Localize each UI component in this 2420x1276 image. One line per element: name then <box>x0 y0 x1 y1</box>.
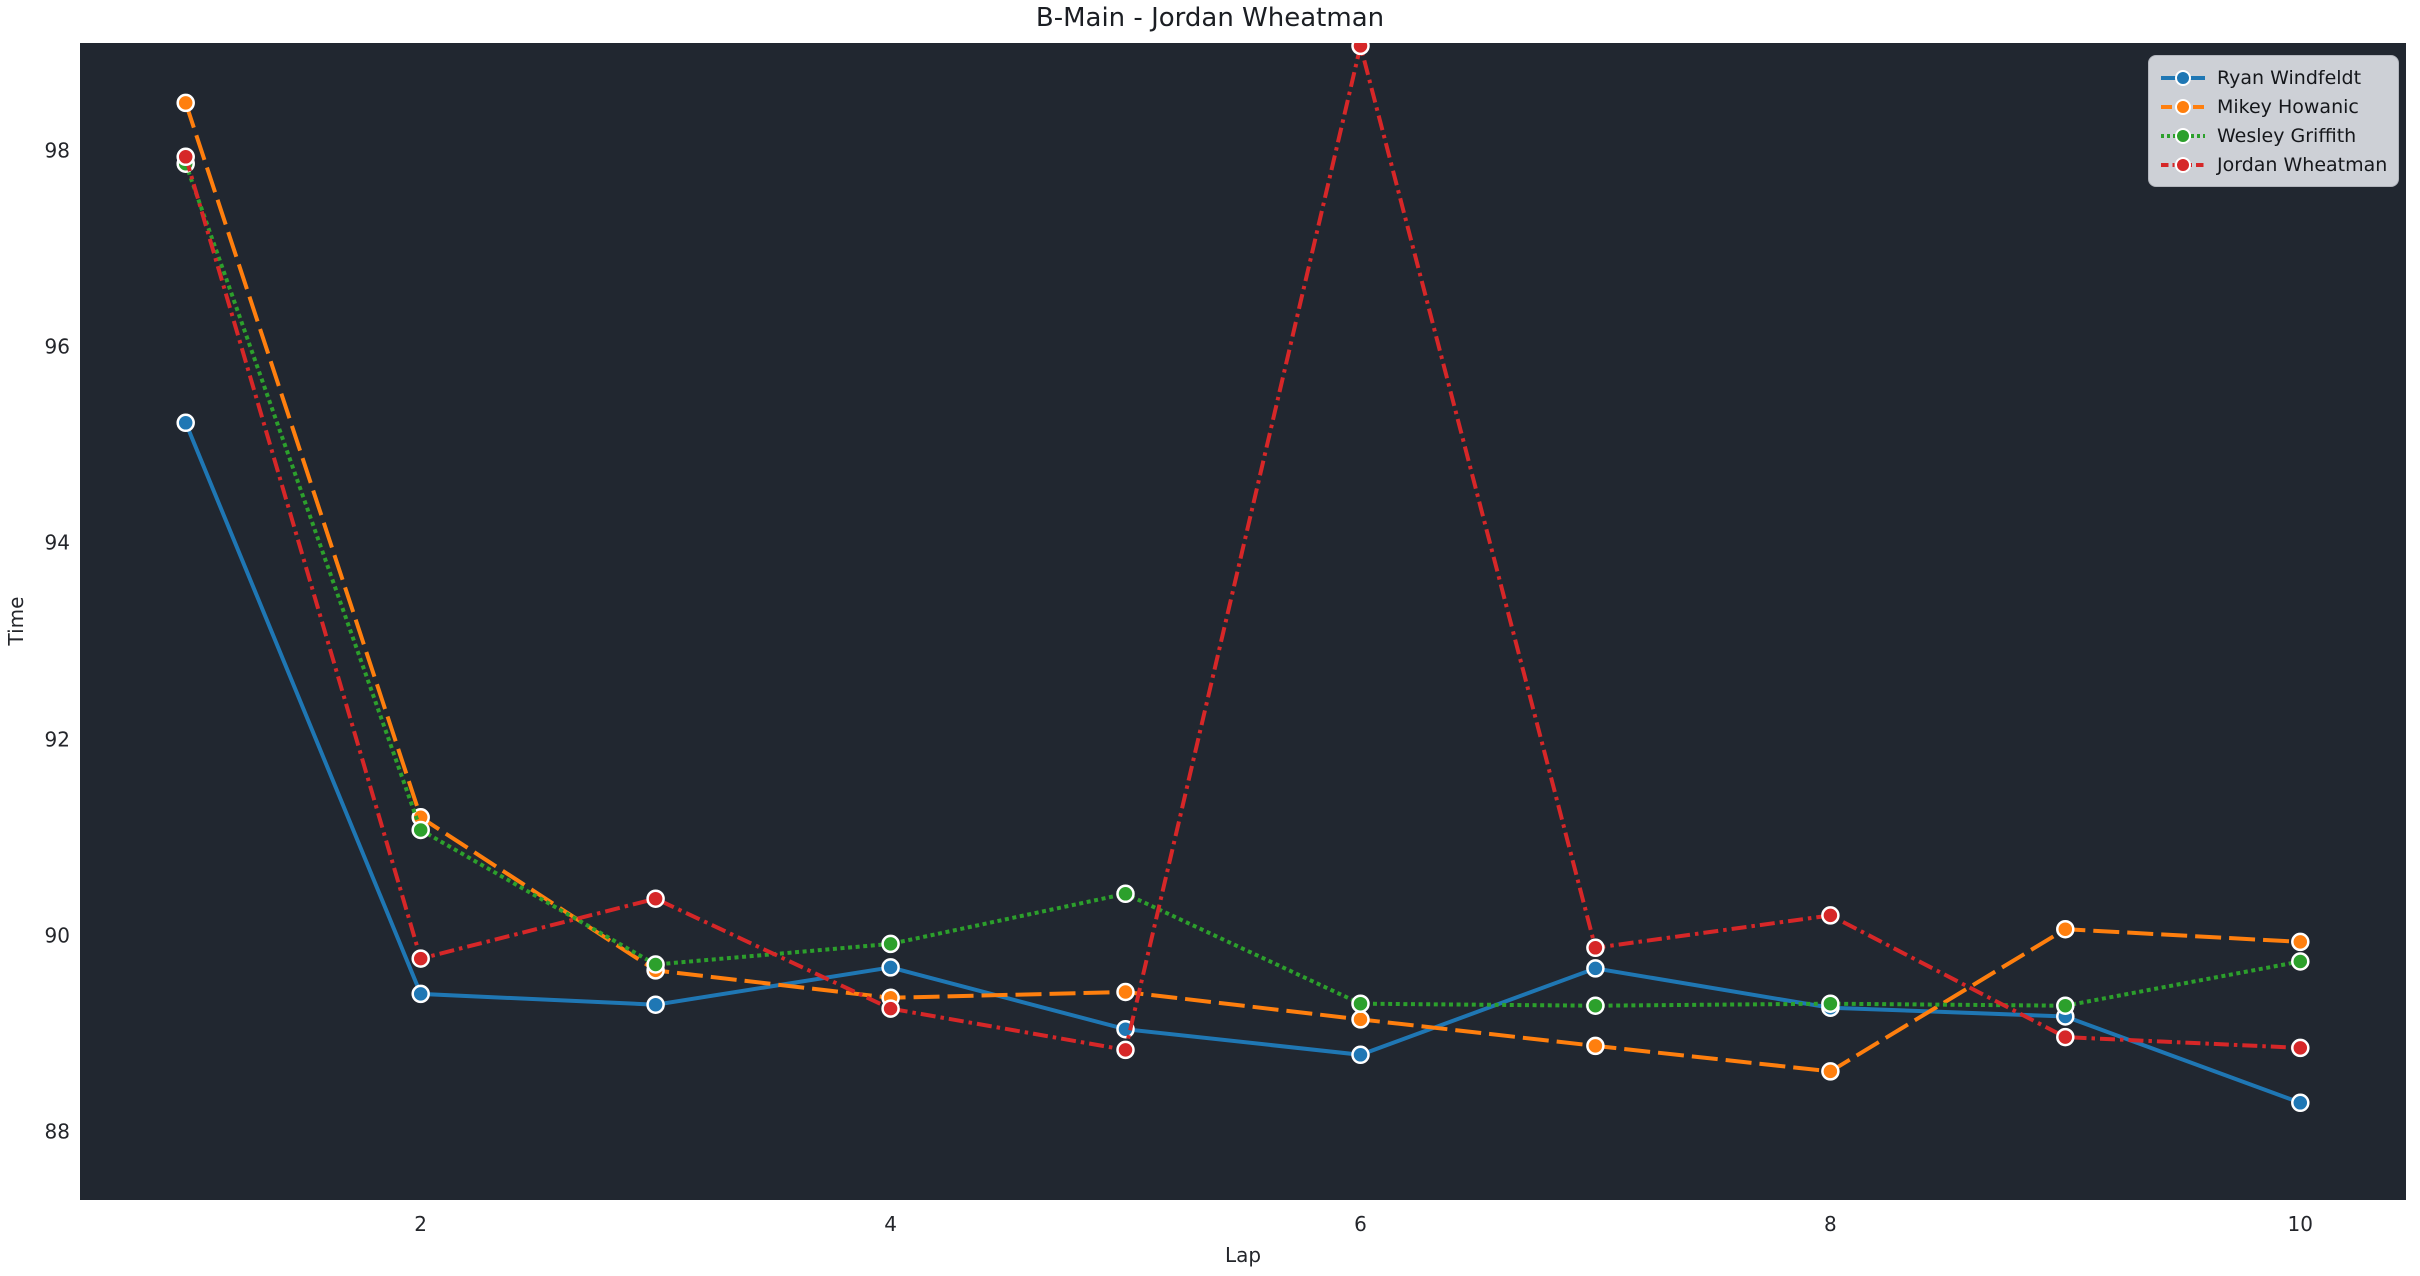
legend-item-ryan-windfeldt: Ryan Windfeldt <box>2159 63 2388 92</box>
marker-ryan-windfeldt-lap4 <box>881 958 900 977</box>
line-chart-canvas <box>176 43 2310 1113</box>
x-tick-4: 4 <box>884 1212 897 1236</box>
marker-mikey-howanic-lap6 <box>1351 1010 1370 1029</box>
y-tick-92: 92 <box>44 727 70 752</box>
y-tick-98: 98 <box>44 138 70 163</box>
legend-item-wesley-griffith: Wesley Griffith <box>2159 121 2388 150</box>
marker-jordan-wheatman-lap1 <box>176 147 195 167</box>
x-tick-2: 2 <box>414 1212 428 1236</box>
series-line-wesley-griffith <box>183 163 2301 1008</box>
marker-wesley-griffith-lap2 <box>411 820 430 840</box>
legend-label-jordan-wheatman: Jordan Wheatman <box>2217 153 2388 176</box>
marker-ryan-windfeldt-lap1 <box>176 413 195 433</box>
series-line-mikey-howanic <box>183 102 2301 1074</box>
y-tick-94: 94 <box>44 530 70 555</box>
marker-mikey-howanic-lap8 <box>1821 1062 1840 1081</box>
marker-wesley-griffith-lap10 <box>2291 952 2310 971</box>
x-axis-label: Lap <box>1224 1243 1262 1267</box>
legend-line-sample-mikey-howanic <box>2161 98 2205 115</box>
y-tick-96: 96 <box>44 334 70 359</box>
marker-jordan-wheatman-lap10 <box>2291 1038 2310 1058</box>
marker-wesley-griffith-lap6 <box>1351 994 1370 1013</box>
marker-mikey-howanic-lap1 <box>176 93 195 113</box>
marker-wesley-griffith-lap9 <box>2056 996 2075 1015</box>
marker-ryan-windfeldt-lap2 <box>411 984 430 1004</box>
marker-jordan-wheatman-lap9 <box>2056 1027 2075 1047</box>
marker-ryan-windfeldt-lap7 <box>1586 959 1605 978</box>
x-tick-8: 8 <box>1823 1212 1837 1236</box>
marker-ryan-windfeldt-lap6 <box>1351 1045 1370 1065</box>
y-tick-90: 90 <box>44 923 70 948</box>
marker-wesley-griffith-lap5 <box>1116 884 1135 904</box>
marker-ryan-windfeldt-lap10 <box>2291 1093 2310 1113</box>
marker-jordan-wheatman-lap7 <box>1586 938 1605 958</box>
y-tick-88: 88 <box>44 1119 70 1144</box>
marker-mikey-howanic-lap10 <box>2291 932 2310 952</box>
marker-jordan-wheatman-lap5 <box>1116 1040 1135 1060</box>
marker-jordan-wheatman-lap6 <box>1351 43 1370 56</box>
legend-line-sample-ryan-windfeldt <box>2161 69 2205 86</box>
legend-label-ryan-windfeldt: Ryan Windfeldt <box>2217 66 2362 89</box>
marker-jordan-wheatman-lap3 <box>646 889 665 908</box>
legend-box: Ryan Windfeldt Mikey Howanic Wesley Griffi… <box>2148 55 2399 187</box>
x-tick-10: 10 <box>2287 1212 2313 1236</box>
marker-wesley-griffith-lap7 <box>1586 996 1605 1015</box>
legend-line-sample-jordan-wheatman <box>2161 156 2205 173</box>
marker-mikey-howanic-lap5 <box>1116 982 1135 1002</box>
series-line-jordan-wheatman <box>183 45 2301 1053</box>
marker-jordan-wheatman-lap4 <box>881 999 900 1018</box>
marker-wesley-griffith-lap3 <box>646 955 665 974</box>
legend-item-mikey-howanic: Mikey Howanic <box>2159 92 2388 121</box>
x-tick-6: 6 <box>1354 1212 1367 1236</box>
plot-area <box>80 43 2406 1200</box>
legend-line-sample-wesley-griffith <box>2161 127 2205 144</box>
chart-title: B-Main - Jordan Wheatman <box>1035 3 1385 33</box>
marker-mikey-howanic-lap7 <box>1586 1036 1605 1056</box>
series-line-ryan-windfeldt <box>183 422 2301 1105</box>
y-axis-label: Time <box>4 596 28 646</box>
legend-item-jordan-wheatman: Jordan Wheatman <box>2159 150 2388 179</box>
legend-label-wesley-griffith: Wesley Griffith <box>2217 124 2357 147</box>
marker-wesley-griffith-lap8 <box>1821 994 1840 1013</box>
marker-wesley-griffith-lap4 <box>881 934 900 954</box>
legend-label-mikey-howanic: Mikey Howanic <box>2217 95 2359 118</box>
marker-mikey-howanic-lap9 <box>2056 919 2075 939</box>
marker-jordan-wheatman-lap8 <box>1821 906 1840 925</box>
marker-jordan-wheatman-lap2 <box>411 949 430 968</box>
marker-ryan-windfeldt-lap3 <box>646 995 665 1014</box>
